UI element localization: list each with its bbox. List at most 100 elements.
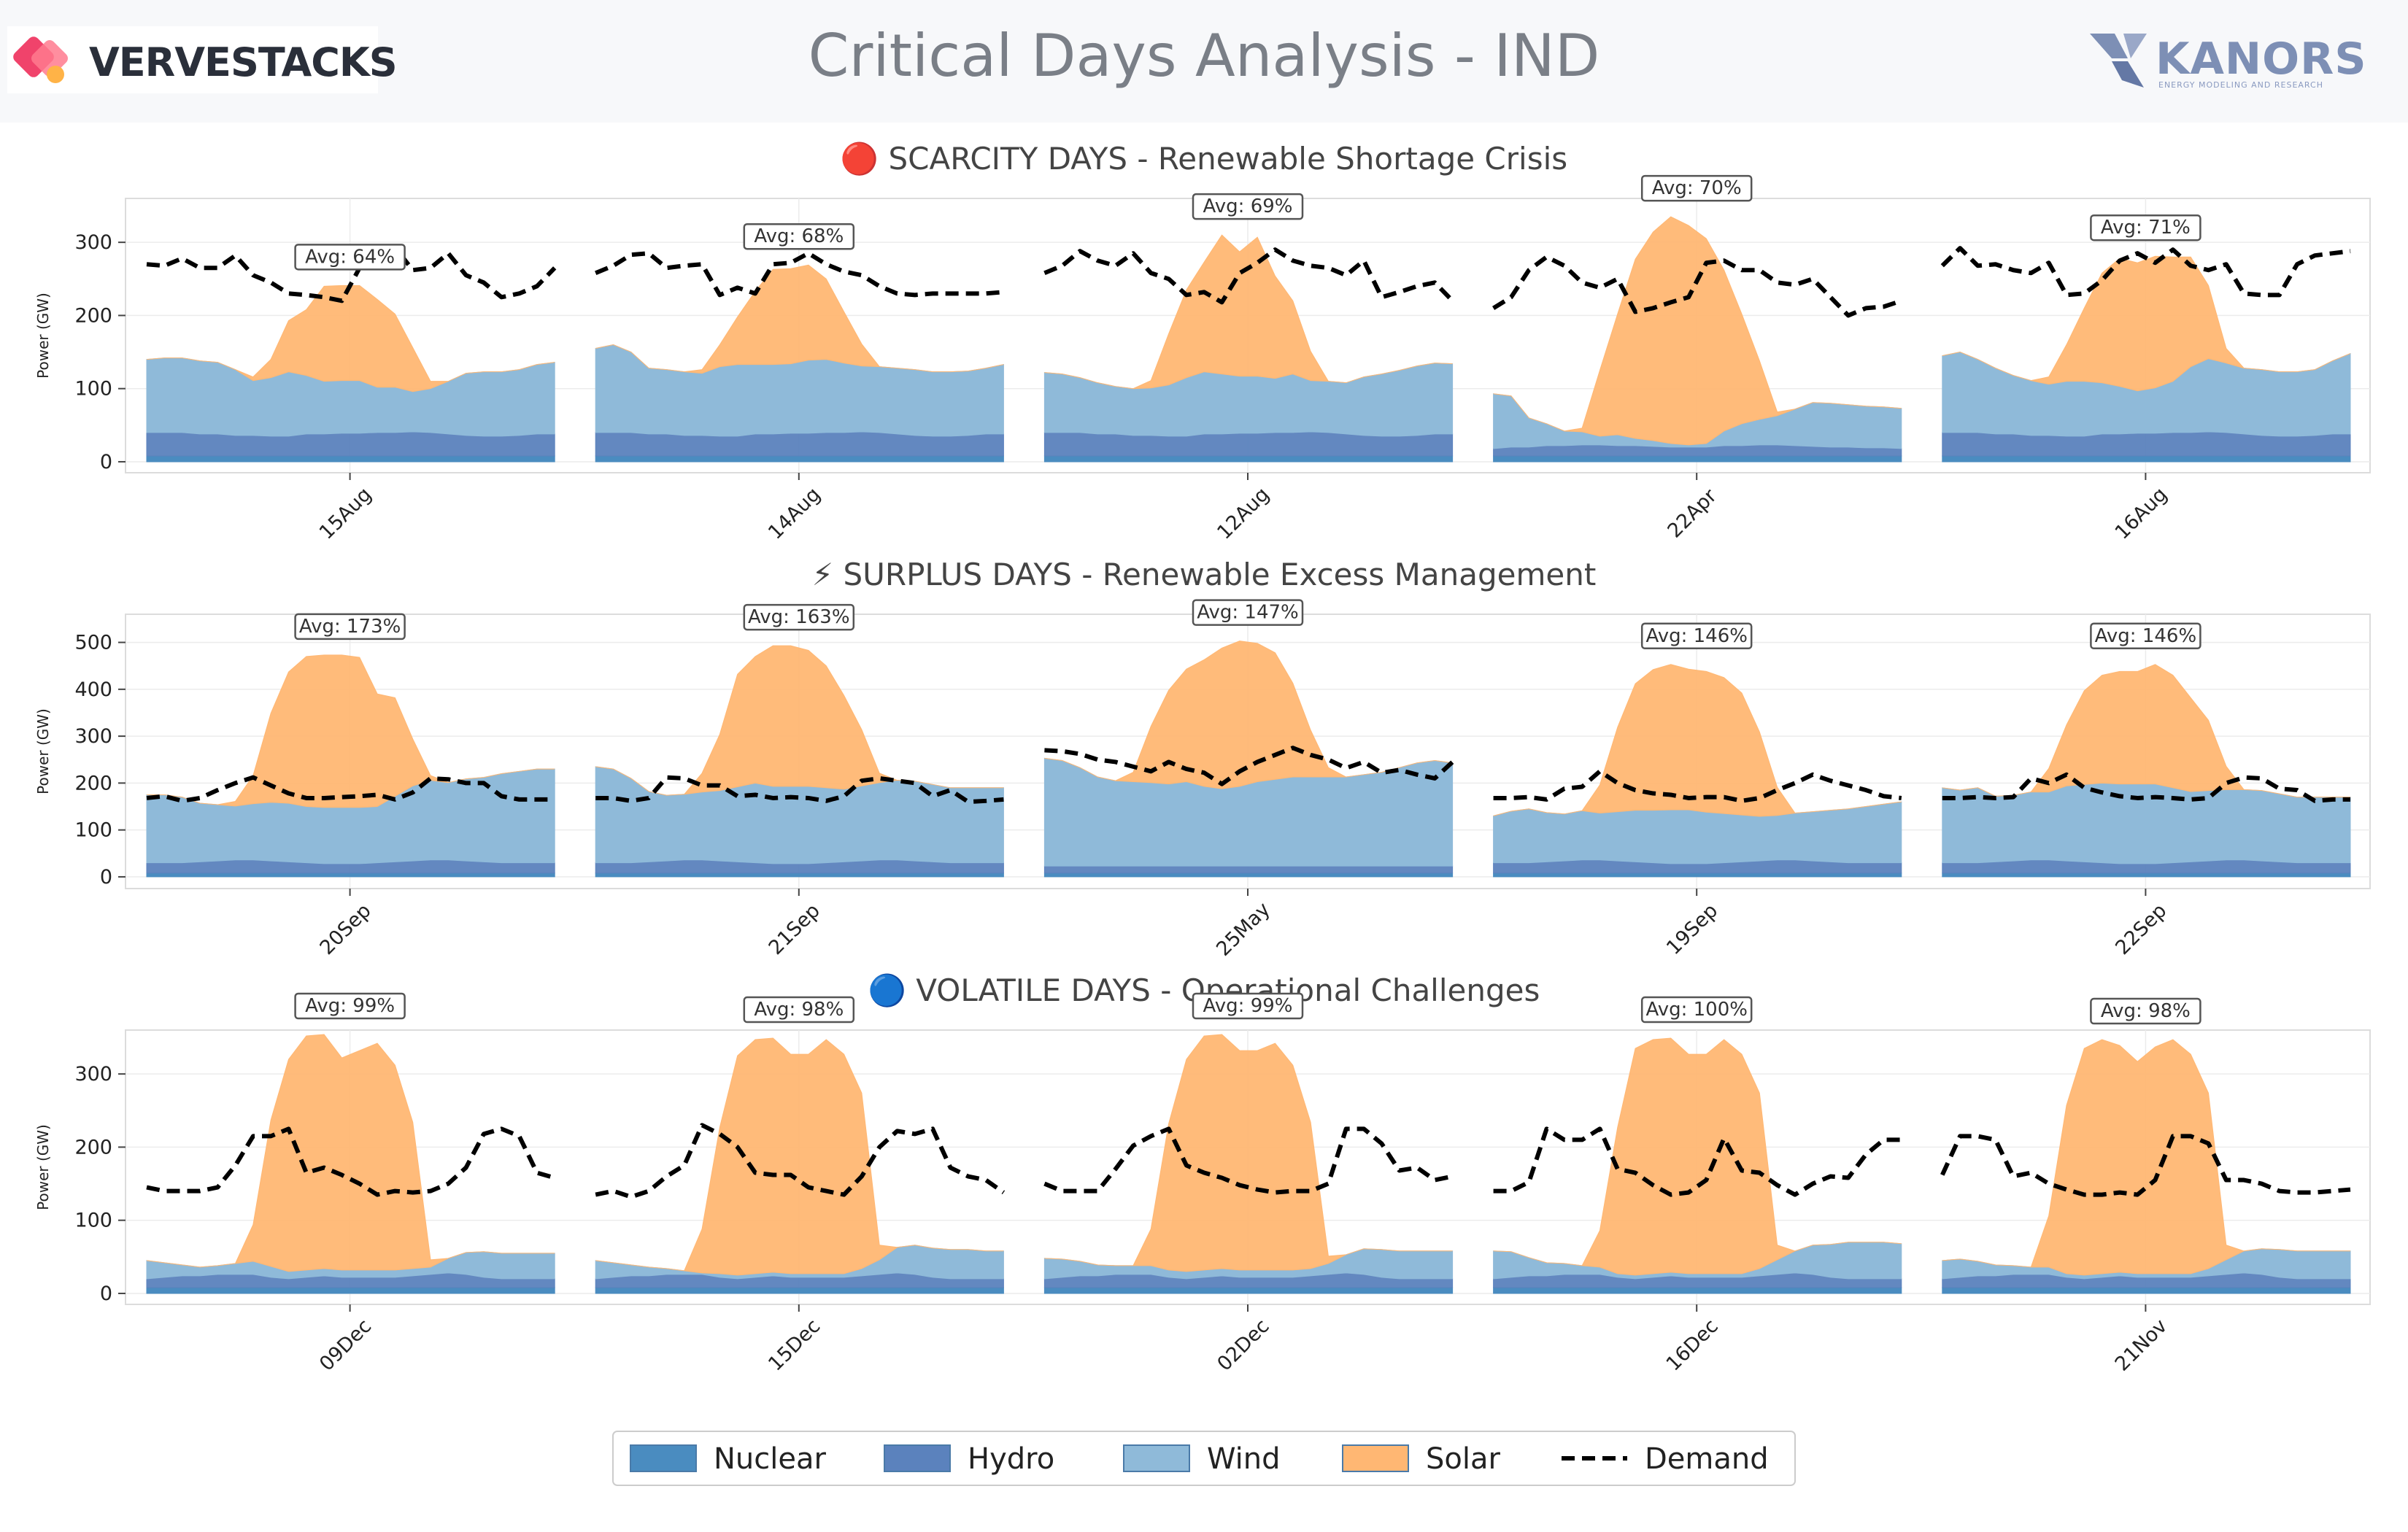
legend-swatch-wind xyxy=(1123,1444,1190,1472)
avg-annotation-box xyxy=(743,603,855,631)
demand-line xyxy=(1493,1126,1902,1197)
avg-annotation: Avg: 146% xyxy=(1645,625,1748,647)
y-tick-label: 300 xyxy=(74,725,112,748)
demand-line xyxy=(1493,769,1902,803)
legend-swatch-nuclear xyxy=(630,1444,697,1472)
nuclear-area xyxy=(1493,455,1902,463)
kanors-wordmark: KANORS xyxy=(2156,34,2367,85)
avg-annotation-box xyxy=(1640,174,1753,202)
day-panel-16Dec: Avg: 100% 16Dec xyxy=(1493,996,1902,1376)
solar-area xyxy=(1044,641,1453,789)
nuclear-area xyxy=(595,1287,1004,1294)
legend-swatch-solar xyxy=(1342,1444,1409,1472)
nuclear-area xyxy=(1043,1287,1454,1294)
avg-annotation-box xyxy=(294,244,406,271)
avg-annotation: Avg: 99% xyxy=(305,995,395,1017)
solar-area xyxy=(1493,216,1902,446)
legend-label-wind: Wind xyxy=(1207,1442,1281,1476)
avg-annotation: Avg: 98% xyxy=(2101,1000,2191,1022)
kanors-logo-mark xyxy=(2090,34,2147,88)
avg-annotation: Avg: 70% xyxy=(1652,177,1742,199)
x-tick-label: 14Aug xyxy=(764,483,825,543)
demand-line xyxy=(1492,255,1902,318)
day-panel-02Dec: Avg: 99% 02Dec xyxy=(1043,992,1454,1376)
avg-annotation: Avg: 64% xyxy=(305,246,395,268)
demand-line xyxy=(1940,1134,2351,1197)
avg-annotation: Avg: 147% xyxy=(1197,602,1299,624)
wind-area xyxy=(1942,782,2351,864)
day-panel-15Dec: Avg: 98% 15Dec xyxy=(595,996,1006,1376)
x-tick-label: 21Sep xyxy=(765,900,825,959)
avg-annotation: Avg: 100% xyxy=(1645,999,1748,1021)
avg-annotation: Avg: 68% xyxy=(754,225,844,247)
legend-label-demand: Demand xyxy=(1645,1442,1769,1476)
nuclear-area xyxy=(146,455,555,463)
y-tick-label: 200 xyxy=(74,772,112,794)
solar-area xyxy=(595,645,1004,796)
demand-line xyxy=(1044,746,1454,786)
avg-annotation-box xyxy=(2090,997,2201,1025)
nuclear-area xyxy=(595,873,1004,878)
nuclear-area xyxy=(146,873,555,878)
nuclear-area xyxy=(1942,1287,2351,1294)
x-tick-label: 16Aug xyxy=(2111,483,2172,543)
demand-line xyxy=(146,245,557,303)
nuclear-area xyxy=(1942,455,2351,463)
y-tick-label: 100 xyxy=(74,378,112,401)
y-axis-label: Power (GW) xyxy=(34,293,52,379)
avg-annotation-box xyxy=(1192,992,1304,1020)
nuclear-area xyxy=(1493,1287,1902,1294)
day-panel-21Sep: Avg: 163% 21Sep xyxy=(595,603,1004,959)
avg-annotation-box xyxy=(743,996,855,1024)
day-panel-25May: Avg: 147% 25May xyxy=(1043,599,1454,961)
x-tick-label: 15Dec xyxy=(764,1315,825,1375)
day-panel-16Aug: Avg: 71% 16Aug xyxy=(1940,198,2351,544)
solar-area xyxy=(1044,1034,1453,1272)
vervestacks-logo-mark xyxy=(13,36,68,83)
demand-line xyxy=(1940,246,2351,298)
avg-annotation: Avg: 71% xyxy=(2101,217,2191,239)
nuclear-area xyxy=(1942,873,2351,878)
y-tick-label: 0 xyxy=(100,1283,112,1305)
legend-label-nuclear: Nuclear xyxy=(714,1442,827,1476)
demand-line xyxy=(595,1123,1006,1199)
chart-legend: Nuclear Hydro Wind Solar Demand xyxy=(612,1431,1796,1486)
solar-area xyxy=(1044,234,1453,390)
y-tick-label: 200 xyxy=(74,1136,112,1158)
solar-area xyxy=(146,1034,555,1272)
avg-annotation-box xyxy=(294,613,406,641)
y-tick-label: 100 xyxy=(74,819,112,842)
y-tick-label: 400 xyxy=(74,678,112,701)
x-tick-label: 20Sep xyxy=(315,900,375,959)
avg-annotation-box xyxy=(1640,622,1753,650)
y-tick-label: 0 xyxy=(100,866,112,889)
header: VERVESTACKS Critical Days Analysis - IND… xyxy=(0,0,2408,123)
critical-days-chart: 0 100 200 300 Power (GW) 🔴 SCARCITY DAYS - Re… xyxy=(34,141,2371,1486)
x-tick-label: 25May xyxy=(1212,898,1275,961)
vervestacks-wordmark: VERVESTACKS xyxy=(89,39,398,85)
chart-row-1: 0 100 200 300 Power (GW) 🔴 SCARCITY DAYS - Re… xyxy=(34,141,2371,544)
day-panel-20Sep: Avg: 173% 20Sep xyxy=(146,613,555,959)
hydro-area xyxy=(1043,865,1454,874)
avg-annotation: Avg: 146% xyxy=(2095,625,2197,647)
x-tick-label: 16Dec xyxy=(1662,1315,1723,1375)
y-tick-label: 100 xyxy=(74,1210,112,1232)
legend-swatch-hydro xyxy=(884,1444,951,1472)
avg-annotation: Avg: 163% xyxy=(748,606,850,628)
avg-annotation-box xyxy=(2090,622,2201,650)
y-tick-label: 300 xyxy=(74,1063,112,1086)
y-tick-label: 500 xyxy=(74,632,112,654)
day-panel-22Sep: Avg: 146% 22Sep xyxy=(1942,614,2351,959)
avg-annotation-box xyxy=(1192,599,1304,626)
avg-annotation-box xyxy=(743,223,855,250)
y-tick-label: 200 xyxy=(74,304,112,327)
avg-annotation: Avg: 99% xyxy=(1203,995,1293,1017)
x-tick-label: 21Nov xyxy=(2111,1315,2172,1375)
y-tick-label: 300 xyxy=(74,231,112,254)
page-title: Critical Days Analysis - IND xyxy=(808,22,1600,90)
demand-line xyxy=(595,251,1004,298)
x-tick-label: 09Dec xyxy=(315,1315,376,1375)
legend-label-solar: Solar xyxy=(1426,1442,1500,1476)
vervestacks-logo: VERVESTACKS xyxy=(7,26,398,93)
